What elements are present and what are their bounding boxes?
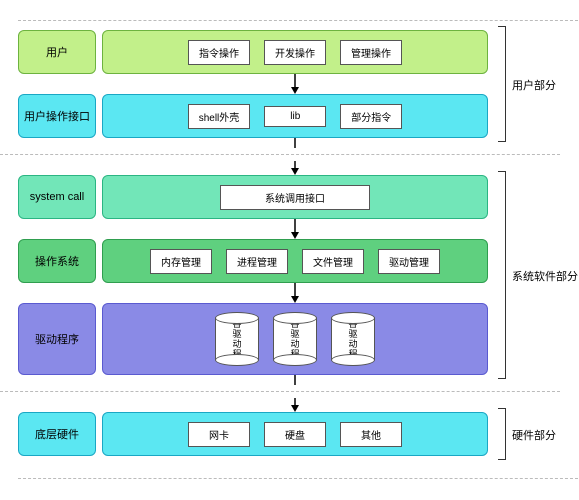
layer-body-driver: 各驱动程 各驱动程 各驱动程 (102, 303, 488, 375)
item-box: shell外壳 (188, 104, 251, 129)
layer-label-hardware: 底层硬件 (18, 412, 96, 456)
cylinder-label: 各驱动程 (347, 319, 360, 359)
layer-syscall: system call 系统调用接口 (18, 175, 488, 219)
item-box: 部分指令 (340, 104, 402, 129)
cylinder-item: 各驱动程 (215, 312, 259, 366)
arrow-down (102, 74, 488, 94)
layer-label-syscall: system call (18, 175, 96, 219)
layer-driver: 驱动程序 各驱动程 各驱动程 各驱动程 (18, 303, 488, 375)
bracket-label: 用户部分 (512, 77, 556, 93)
cylinder-item: 各驱动程 (273, 312, 317, 366)
item-box: 内存管理 (150, 249, 212, 274)
layer-hardware: 底层硬件网卡硬盘其他 (18, 412, 488, 456)
layer-user-interface: 用户操作接口 shell外壳 lib 部分指令 (18, 94, 488, 138)
item-box: 驱动管理 (378, 249, 440, 274)
item-box: 其他 (340, 422, 402, 447)
layer-body-hardware: 网卡硬盘其他 (102, 412, 488, 456)
item-box: 文件管理 (302, 249, 364, 274)
item-box: 系统调用接口 (220, 185, 370, 210)
arrow-down (102, 219, 488, 239)
item-box: 管理操作 (340, 40, 402, 65)
cylinder-label: 各驱动程 (231, 319, 244, 359)
layer-body-user-interface: shell外壳 lib 部分指令 (102, 94, 488, 138)
layer-label-os: 操作系统 (18, 239, 96, 283)
layer-body-os: 内存管理进程管理文件管理驱动管理 (102, 239, 488, 283)
item-box: 指令操作 (188, 40, 250, 65)
section-bracket (498, 408, 506, 460)
item-box: lib (264, 106, 326, 127)
layer-body-user: 指令操作开发操作管理操作 (102, 30, 488, 74)
layer-os: 操作系统内存管理进程管理文件管理驱动管理 (18, 239, 488, 283)
layer-label-driver: 驱动程序 (18, 303, 96, 375)
cylinder-item: 各驱动程 (331, 312, 375, 366)
section-separator (0, 391, 560, 392)
bracket-label: 硬件部分 (512, 427, 556, 443)
layer-user: 用户指令操作开发操作管理操作 (18, 30, 488, 74)
layer-label-user: 用户 (18, 30, 96, 74)
item-box: 网卡 (188, 422, 250, 447)
item-box: 硬盘 (264, 422, 326, 447)
item-box: 进程管理 (226, 249, 288, 274)
item-box: 开发操作 (264, 40, 326, 65)
layer-body-syscall: 系统调用接口 (102, 175, 488, 219)
arrow-down (102, 283, 488, 303)
system-layer-diagram: 用户指令操作开发操作管理操作用户操作接口shell外壳lib部分指令system… (18, 30, 488, 456)
cylinder-label: 各驱动程 (289, 319, 302, 359)
section-bracket (498, 26, 506, 142)
bracket-label: 系统软件部分 (512, 268, 578, 284)
section-separator (0, 154, 560, 155)
section-bracket (498, 171, 506, 379)
layer-label-user-interface: 用户操作接口 (18, 94, 96, 138)
